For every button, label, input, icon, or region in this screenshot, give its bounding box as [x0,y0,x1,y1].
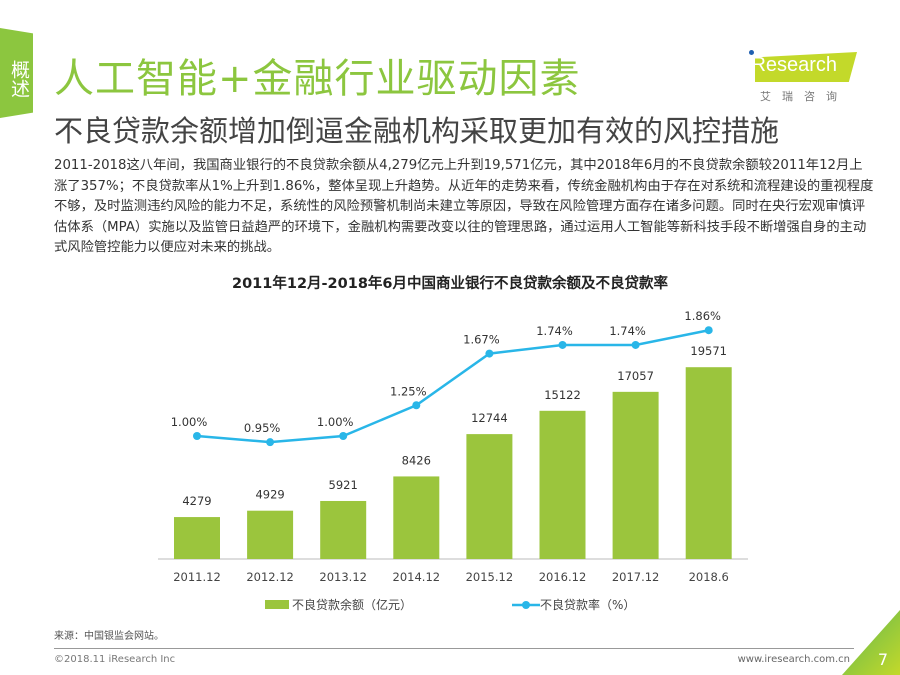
page-number: 7 [877,650,888,669]
rate-point [704,326,713,335]
bar-value-label: 4929 [255,488,284,502]
line-value-label: 1.86% [684,309,721,323]
rate-point [631,340,640,349]
bar-value-label: 8426 [402,453,431,467]
bar-value-label: 19571 [690,344,727,358]
line-value-label: 1.74% [609,324,646,338]
legend-line: 不良贷款率（%） [512,596,635,613]
legend-bar: 不良贷款余额（亿元） [265,596,412,613]
x-tick-label: 2012.12 [246,570,294,584]
bar [539,410,586,559]
bar-value-label: 4279 [182,494,211,508]
x-tick-label: 2018.6 [689,570,729,584]
rate-point [412,401,421,410]
x-tick-label: 2015.12 [466,570,514,584]
source-note: 来源：中国银监会网站。 [54,631,164,642]
bar [320,500,367,559]
line-value-label: 1.00% [171,415,208,429]
line-value-label: 1.67% [463,333,500,347]
bar [612,391,659,559]
website-link[interactable]: www.iresearch.com.cn [737,654,850,665]
section-tab: 概述 [0,28,33,118]
legend-bar-label: 不良贷款余额（亿元） [292,598,413,612]
chart-title: 2011年12月-2018年6月中国商业银行不良贷款余额及不良贷款率 [232,276,668,292]
x-tick-label: 2017.12 [612,570,660,584]
bar [174,517,220,559]
line-value-label: 1.25% [390,384,427,398]
rate-point [558,340,567,349]
rate-line [196,328,709,444]
bar [393,476,440,559]
bar-value-label: 15122 [544,388,581,402]
rate-point [193,432,201,440]
footer-divider [54,648,854,649]
iresearch-logo: iResearch [745,50,857,82]
legend-bar-swatch [265,600,289,609]
logo-text: iResearch [747,54,838,76]
x-tick-label: 2014.12 [393,570,441,584]
bar [466,434,513,559]
legend-line-swatch [512,600,540,609]
copyright: ©2018.11 iResearch Inc [54,654,176,665]
body-paragraph: 2011-2018这八年间，我国商业银行的不良贷款余额从4,279亿元上升到19… [54,158,874,256]
legend-line-label: 不良贷款率（%） [540,598,636,612]
bar-value-label: 5921 [329,478,358,492]
bar-value-label: 12744 [471,411,508,425]
rate-point [485,349,494,358]
bar [247,510,294,559]
rate-point [266,438,275,447]
bar [685,367,732,559]
line-value-label: 1.00% [317,415,354,429]
page-subtitle: 不良贷款余额增加倒逼金融机构采取更加有效的风控措施 [54,114,780,148]
page-title: 人工智能+金融行业驱动因素 [54,56,581,102]
line-value-label: 0.95% [244,421,281,435]
x-tick-label: 2016.12 [539,570,587,584]
rate-point [339,432,348,440]
logo-cn: 艾瑞咨询 [760,90,848,103]
x-tick-label: 2011.12 [173,570,221,584]
bar-value-label: 17057 [617,369,654,383]
x-tick-label: 2013.12 [319,570,367,584]
line-value-label: 1.74% [536,324,573,338]
